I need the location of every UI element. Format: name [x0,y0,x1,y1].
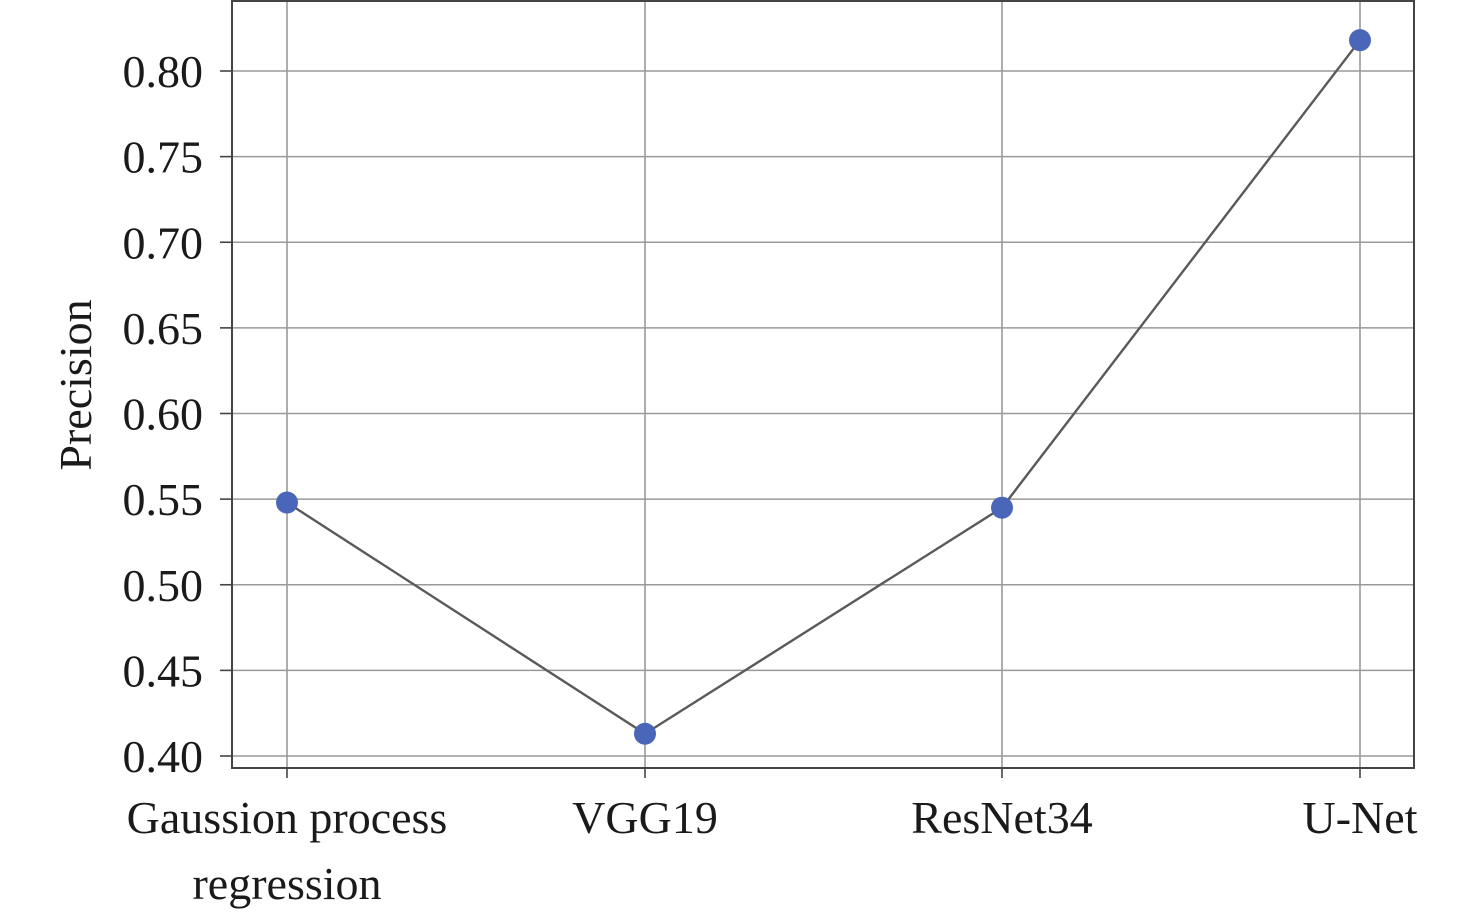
plot-frame [231,0,1415,769]
x-tick-label-line: ResNet34 [911,792,1092,843]
x-tick-label-line: VGG19 [572,792,718,843]
grid-lines [232,0,1414,768]
x-tick-label-2: ResNet34 [911,792,1092,843]
x-tick-label-3: U-Net [1303,792,1418,843]
y-tick-label-0.70: 0.70 [123,217,204,268]
axes [220,0,1415,778]
data-point-0 [276,491,298,514]
y-tick-labels: 0.40 0.45 0.50 0.55 0.60 0.65 0.70 0.75 0.80 [123,46,204,782]
series-line [286,39,1361,736]
x-tick-label-line: regression [192,858,381,909]
y-tick-label-0.40: 0.40 [123,731,204,782]
y-tick-label-0.75: 0.75 [123,132,204,183]
data-point-2 [991,496,1013,519]
y-tick-label-0.55: 0.55 [123,474,204,525]
x-tick-label-1: VGG19 [572,792,718,843]
y-tick-label-0.50: 0.50 [123,560,204,611]
y-tick-label-0.80: 0.80 [123,46,204,97]
x-tick-label-line: Gaussion process [127,792,448,843]
x-tick-labels: Gaussion process regression VGG19 ResNet34 U… [127,792,1418,909]
x-tick-label-0: Gaussion process regression [127,792,448,909]
x-tick-label-line: U-Net [1303,792,1418,843]
y-axis-label: Precision [50,299,101,470]
y-tick-label-0.45: 0.45 [123,645,204,696]
y-tick-label-0.60: 0.60 [123,389,204,440]
data-point-1 [634,722,656,745]
y-tick-label-0.65: 0.65 [123,303,204,354]
precision-series [276,29,1371,745]
data-point-3 [1349,29,1371,52]
